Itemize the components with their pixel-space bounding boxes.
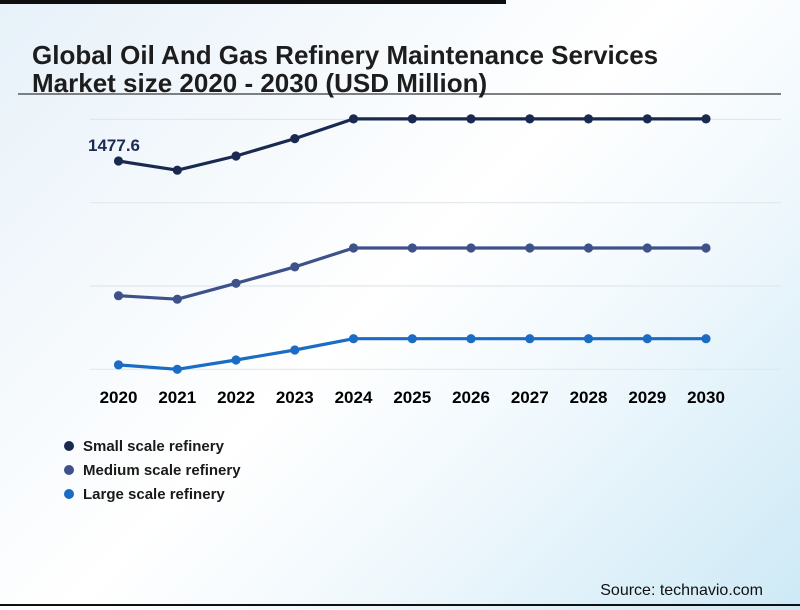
data-point	[348, 243, 359, 253]
x-axis-label: 2025	[393, 388, 432, 407]
data-point	[290, 262, 300, 272]
data-point	[525, 114, 535, 124]
data-point	[407, 114, 417, 124]
x-axis-label: 2023	[275, 388, 314, 407]
data-point	[113, 291, 124, 301]
series-line	[118, 246, 706, 301]
data-point	[701, 243, 711, 253]
data-point	[583, 114, 594, 124]
legend-item-small-scale: Small scale refinery	[64, 434, 241, 458]
data-point	[231, 355, 241, 365]
data-point	[701, 114, 711, 124]
data-point	[407, 334, 417, 344]
data-point	[583, 334, 594, 344]
x-axis-label: 2030	[687, 388, 725, 407]
data-point	[348, 114, 359, 124]
x-axis-label: 2027	[510, 388, 549, 407]
data-point	[348, 334, 359, 344]
data-point	[642, 243, 652, 253]
legend-label: Large scale refinery	[83, 485, 225, 503]
data-point	[525, 334, 535, 344]
data-point	[172, 364, 182, 374]
x-axis-label: 2022	[217, 388, 255, 407]
legend-dot-icon	[64, 441, 74, 451]
data-point	[172, 165, 182, 175]
data-point	[113, 156, 124, 166]
x-axis-label: 2021	[158, 388, 197, 407]
data-point	[290, 134, 300, 144]
legend-label: Small scale refinery	[83, 437, 224, 455]
data-point	[407, 243, 417, 253]
data-point	[290, 345, 300, 355]
title-separator	[18, 93, 781, 95]
data-point	[583, 243, 594, 253]
legend-item-medium-scale: Medium scale refinery	[64, 458, 241, 482]
chart-title: Global Oil And Gas Refinery Maintenance …	[32, 40, 659, 99]
chart-legend: Small scale refinery Medium scale refine…	[64, 434, 241, 506]
data-point	[642, 334, 652, 344]
x-axis-label: 2029	[628, 388, 667, 407]
x-axis-label: 2024	[334, 388, 373, 407]
legend-dot-icon	[64, 489, 74, 499]
x-axis-label: 2026	[452, 388, 490, 407]
data-point	[113, 360, 124, 370]
data-point-label: 1477.6	[88, 136, 140, 155]
data-point	[701, 334, 711, 344]
series-line	[118, 117, 706, 172]
data-point	[231, 151, 241, 161]
legend-item-large-scale: Large scale refinery	[64, 482, 241, 506]
data-point	[466, 243, 476, 253]
data-point	[642, 114, 652, 124]
data-point	[466, 334, 476, 344]
x-axis-label: 2028	[569, 388, 608, 407]
x-axis: 2020 2021 2022 2023 2024 2025 2026 2027 2028 2029…	[0, 388, 800, 412]
data-point	[172, 294, 182, 304]
x-axis-label: 2020	[99, 388, 138, 407]
legend-dot-icon	[64, 465, 74, 475]
bottom-border	[0, 604, 800, 606]
data-point	[466, 114, 476, 124]
data-point	[525, 243, 535, 253]
data-point	[231, 278, 241, 288]
top-border	[0, 0, 506, 4]
legend-label: Medium scale refinery	[83, 461, 241, 479]
source-attribution: Source: technavio.com	[600, 582, 763, 599]
